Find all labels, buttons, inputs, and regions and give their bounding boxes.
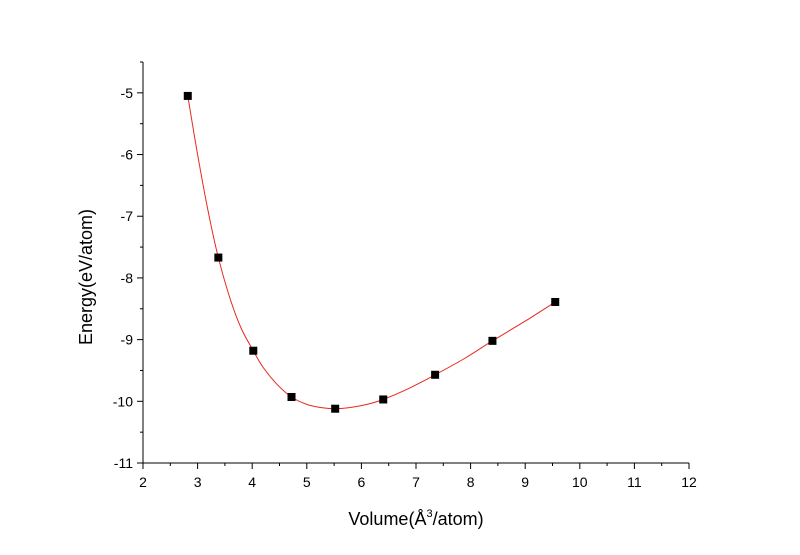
x-tick-label: 10 (572, 474, 588, 490)
data-point (214, 253, 223, 262)
y-tick-label: -5 (121, 85, 134, 101)
x-tick-label: 4 (248, 474, 256, 490)
x-tick-label: 3 (194, 474, 202, 490)
y-tick-label: -6 (121, 147, 134, 163)
x-tick-label: 6 (358, 474, 366, 490)
x-axis-label: Volume(Å3/atom) (348, 508, 483, 529)
x-axis-label-superscript: 3 (426, 508, 432, 520)
y-axis-label: Energy(eV/atom) (76, 209, 96, 345)
x-axis-label-end: /atom) (433, 509, 484, 529)
data-point (249, 346, 258, 355)
x-tick-label: 12 (681, 474, 697, 490)
data-point (551, 297, 560, 306)
data-point (183, 91, 192, 100)
fit-curve (187, 95, 556, 410)
y-tick-label: -10 (113, 393, 133, 409)
y-tick-label: -7 (121, 208, 134, 224)
data-point (431, 370, 440, 379)
data-point (488, 336, 497, 345)
plot-area: 2 3 4 5 6 7 8 9 10 11 12 -11 -10 -9 -8 -7 -6 -5 (113, 61, 697, 490)
data-point (379, 395, 388, 404)
x-tick-label: 8 (467, 474, 475, 490)
data-point (331, 404, 340, 413)
x-tick-label: 9 (521, 474, 529, 490)
data-point (287, 392, 296, 401)
x-tick-label: 7 (412, 474, 420, 490)
x-tick-label: 11 (627, 474, 642, 490)
x-tick-label: 2 (139, 474, 147, 490)
x-axis-label-main: Volume(Å (348, 509, 426, 529)
y-tick-label: -8 (121, 270, 134, 286)
x-tick-label: 5 (303, 474, 311, 490)
y-tick-label: -11 (114, 455, 133, 471)
y-tick-label: -9 (121, 332, 134, 348)
